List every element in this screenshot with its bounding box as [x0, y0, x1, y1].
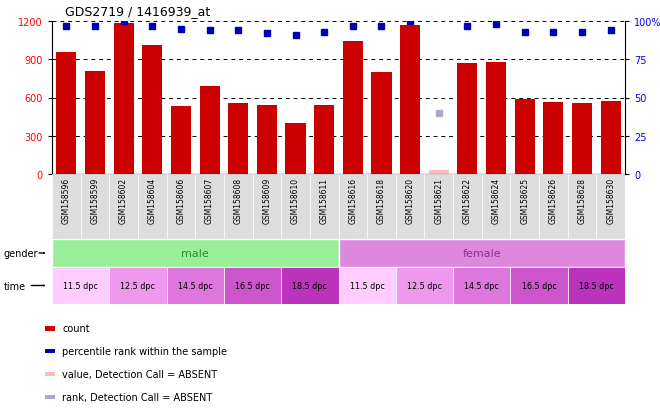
Bar — [45, 373, 55, 377]
Bar — [597, 175, 625, 240]
Bar — [110, 175, 138, 240]
Bar — [339, 267, 396, 304]
Text: value, Detection Call = ABSENT: value, Detection Call = ABSENT — [62, 370, 217, 380]
Bar — [56, 52, 77, 175]
Bar — [286, 124, 306, 175]
Bar — [343, 42, 363, 175]
Bar — [52, 267, 110, 304]
Text: 16.5 dpc: 16.5 dpc — [235, 281, 270, 290]
Text: 11.5 dpc: 11.5 dpc — [63, 281, 98, 290]
Bar — [486, 63, 506, 175]
Bar — [510, 267, 568, 304]
Bar — [482, 175, 510, 240]
Text: 14.5 dpc: 14.5 dpc — [178, 281, 213, 290]
Bar — [515, 100, 535, 175]
Bar — [539, 175, 568, 240]
Bar — [224, 267, 281, 304]
Text: GSM158624: GSM158624 — [492, 178, 500, 224]
Bar — [339, 175, 367, 240]
Bar — [228, 103, 248, 175]
Text: GSM158620: GSM158620 — [406, 178, 414, 224]
Text: GSM158621: GSM158621 — [434, 178, 444, 224]
Bar — [166, 267, 224, 304]
Bar — [424, 175, 453, 240]
Text: GSM158602: GSM158602 — [119, 178, 128, 224]
Text: GSM158630: GSM158630 — [606, 178, 615, 224]
Bar — [138, 175, 166, 240]
Bar — [45, 327, 55, 331]
Text: GSM158618: GSM158618 — [377, 178, 386, 224]
Bar — [199, 87, 220, 175]
Bar — [457, 64, 477, 175]
Bar — [166, 175, 195, 240]
Bar — [143, 46, 162, 175]
Text: rank, Detection Call = ABSENT: rank, Detection Call = ABSENT — [62, 392, 213, 402]
Text: GSM158616: GSM158616 — [348, 178, 357, 224]
Bar — [568, 175, 597, 240]
Bar — [429, 170, 449, 175]
Bar — [281, 175, 310, 240]
Text: time: time — [3, 281, 26, 291]
Bar — [81, 175, 110, 240]
Bar — [572, 103, 592, 175]
Text: 12.5 dpc: 12.5 dpc — [120, 281, 156, 290]
Bar — [453, 267, 510, 304]
Text: GSM158599: GSM158599 — [90, 178, 100, 224]
Bar — [110, 267, 166, 304]
Bar — [568, 267, 625, 304]
Text: GSM158610: GSM158610 — [291, 178, 300, 224]
Bar — [543, 103, 564, 175]
Text: GSM158604: GSM158604 — [148, 178, 157, 224]
Text: 12.5 dpc: 12.5 dpc — [407, 281, 442, 290]
Bar — [453, 175, 482, 240]
Text: GSM158609: GSM158609 — [263, 178, 271, 224]
Bar — [281, 267, 339, 304]
Text: GDS2719 / 1416939_at: GDS2719 / 1416939_at — [65, 5, 211, 18]
Text: GSM158625: GSM158625 — [520, 178, 529, 224]
Bar — [253, 175, 281, 240]
Text: GSM158608: GSM158608 — [234, 178, 243, 224]
Bar — [114, 24, 134, 175]
Text: 18.5 dpc: 18.5 dpc — [292, 281, 327, 290]
Bar — [310, 175, 339, 240]
Bar — [367, 175, 396, 240]
Text: GSM158626: GSM158626 — [549, 178, 558, 224]
Bar — [195, 175, 224, 240]
Text: GSM158606: GSM158606 — [176, 178, 185, 224]
Text: percentile rank within the sample: percentile rank within the sample — [62, 347, 227, 356]
Text: GSM158622: GSM158622 — [463, 178, 472, 224]
Text: 14.5 dpc: 14.5 dpc — [465, 281, 499, 290]
Text: 18.5 dpc: 18.5 dpc — [579, 281, 614, 290]
Bar — [45, 395, 55, 399]
Bar — [314, 105, 334, 175]
Text: 11.5 dpc: 11.5 dpc — [350, 281, 385, 290]
Text: 16.5 dpc: 16.5 dpc — [521, 281, 556, 290]
Bar — [396, 175, 424, 240]
Bar — [372, 73, 391, 175]
Bar — [224, 175, 253, 240]
Bar — [52, 175, 81, 240]
Bar — [85, 71, 105, 175]
Bar — [396, 267, 453, 304]
Bar — [45, 349, 55, 354]
Bar — [339, 240, 625, 267]
Bar — [171, 107, 191, 175]
Text: GSM158611: GSM158611 — [319, 178, 329, 224]
Bar — [601, 102, 620, 175]
Text: GSM158596: GSM158596 — [62, 178, 71, 224]
Text: male: male — [182, 248, 209, 259]
Bar — [257, 105, 277, 175]
Text: female: female — [463, 248, 501, 259]
Text: GSM158628: GSM158628 — [578, 178, 587, 224]
Bar — [52, 240, 339, 267]
Text: count: count — [62, 324, 90, 334]
Text: gender: gender — [3, 248, 38, 259]
Text: GSM158607: GSM158607 — [205, 178, 214, 224]
Bar — [400, 26, 420, 175]
Bar — [510, 175, 539, 240]
